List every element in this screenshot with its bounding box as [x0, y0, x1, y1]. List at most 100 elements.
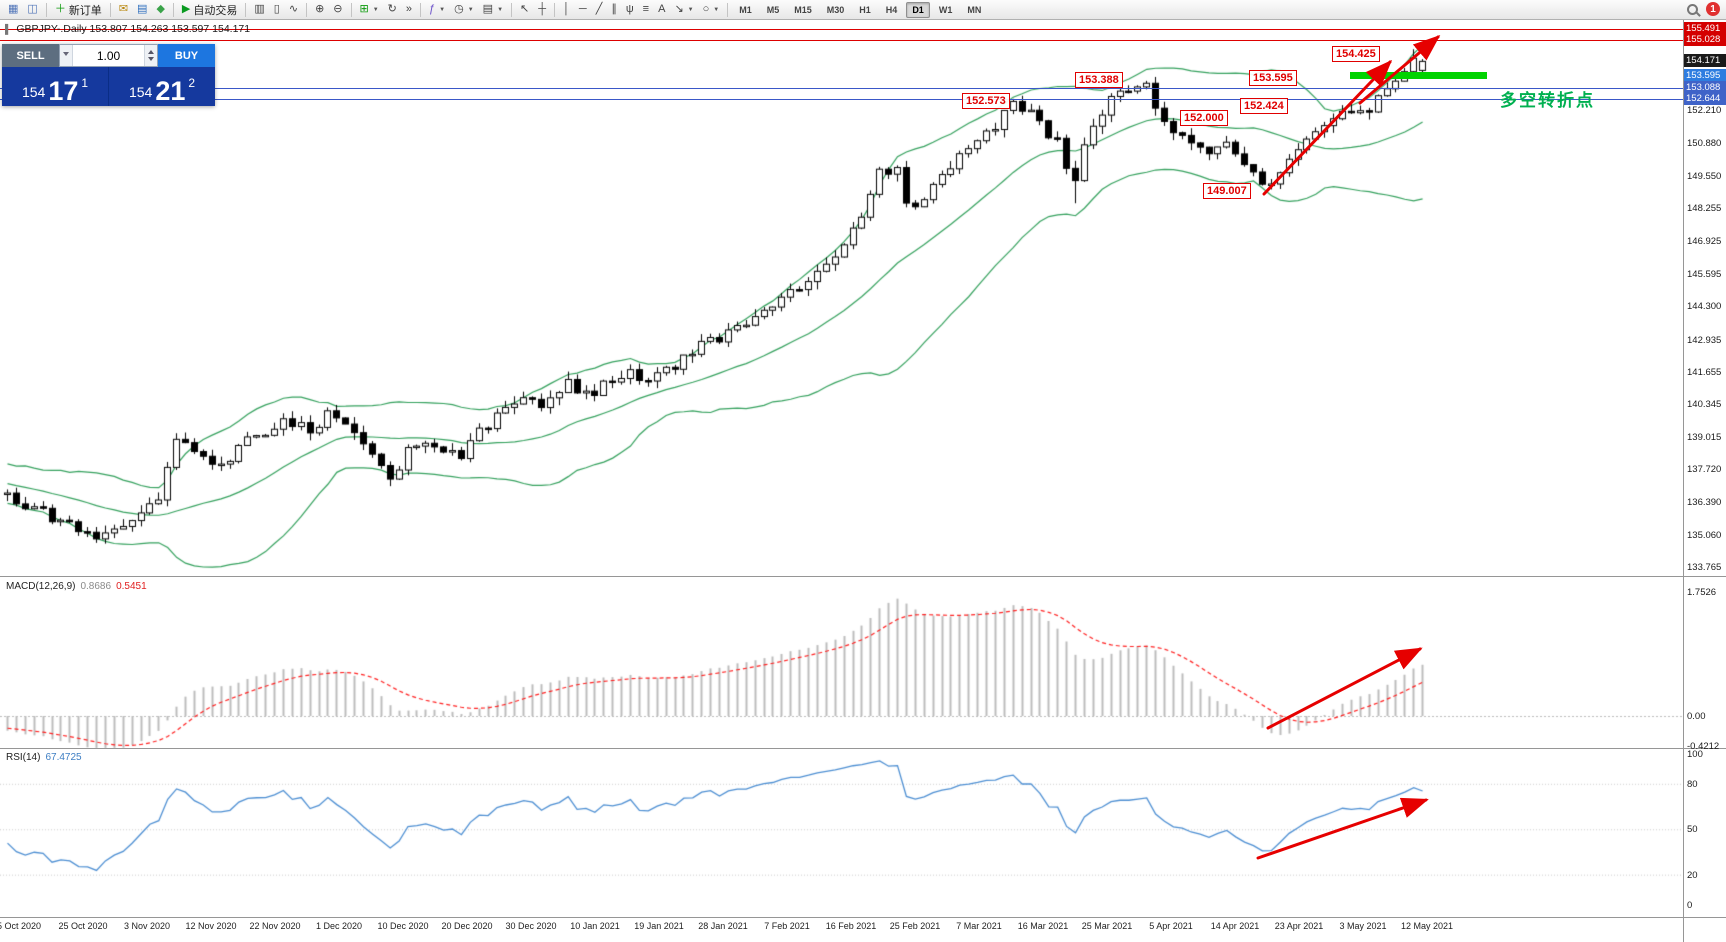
candlestick-chart-button[interactable]: ▯: [270, 1, 284, 18]
buy-button[interactable]: BUY: [158, 44, 215, 67]
price-callout[interactable]: 149.007: [1203, 183, 1251, 199]
toolbar-separator: [245, 2, 247, 17]
timeframe-m30-button[interactable]: M30: [826, 4, 845, 15]
chevron-down-icon: ▼: [372, 6, 379, 13]
price-callout[interactable]: 153.388: [1075, 72, 1123, 88]
rsi-name: RSI(14): [6, 752, 41, 763]
chart-shift-button[interactable]: »: [402, 1, 416, 18]
timeframe-h1-button[interactable]: H1: [859, 4, 871, 15]
zoom-out-button[interactable]: ⊖: [329, 1, 346, 18]
trend-arrow[interactable]: [1256, 797, 1429, 860]
volume-dropdown-icon[interactable]: [60, 45, 73, 66]
toolbar-separator: [511, 2, 513, 17]
scripts-icon: ◆: [156, 3, 165, 15]
toolbar-separator: [306, 2, 308, 17]
macd-label: MACD(12,26,9) 0.8686 0.5451: [6, 581, 147, 592]
shapes-button[interactable]: ○ ▼: [699, 1, 724, 18]
auto-trading-icon: ▶: [181, 3, 191, 15]
horizontal-line-button[interactable]: ─: [575, 1, 591, 18]
auto-trading-button[interactable]: ▶ 自动交易: [178, 1, 241, 18]
trend-arrow[interactable]: [1262, 59, 1393, 196]
macd-rsi-divider[interactable]: [0, 748, 1726, 749]
timeframe-mn-button[interactable]: MN: [967, 4, 982, 15]
crosshair-button[interactable]: ┼: [534, 1, 550, 18]
timeframe-m1-button[interactable]: M1: [739, 4, 752, 15]
templates-button[interactable]: ▤ ▼: [479, 1, 507, 18]
volume-value[interactable]: 1.00: [96, 48, 121, 63]
trend-arrow[interactable]: [1266, 647, 1423, 730]
date-label: 25 Oct 2020: [58, 921, 108, 931]
vertical-line-button[interactable]: │: [559, 1, 574, 18]
buy-price-big-figure: 154: [128, 84, 153, 100]
bar-chart-button[interactable]: ▥: [250, 1, 268, 18]
buy-price-point: 2: [188, 76, 196, 90]
economic-calendar-button[interactable]: ▤: [133, 1, 151, 18]
mailbox-icon: ✉: [118, 3, 129, 15]
macd-axis-tick: 0.00: [1687, 711, 1706, 722]
periods-button[interactable]: ◷ ▼: [450, 1, 478, 18]
auto-scroll-button[interactable]: ↻: [384, 1, 401, 18]
scripts-button[interactable]: ◆: [152, 1, 168, 18]
timeframe-m5-button[interactable]: M5: [766, 4, 780, 15]
price-callout[interactable]: 152.573: [962, 93, 1010, 109]
line-chart-button[interactable]: ∿: [285, 1, 302, 18]
chart-canvas[interactable]: [0, 0, 1683, 918]
price-tick: 135.060: [1687, 530, 1722, 542]
channel-button[interactable]: ∥: [607, 1, 621, 18]
date-label: 10 Dec 2020: [377, 921, 429, 931]
charts-grid-button[interactable]: ▦: [4, 1, 22, 18]
price-callout[interactable]: 153.595: [1249, 70, 1297, 86]
mailbox-button[interactable]: ✉: [115, 1, 132, 18]
date-label: 23 Apr 2021: [1274, 921, 1324, 931]
support-zone-bar[interactable]: [1350, 72, 1487, 80]
price-tick: 149.550: [1687, 170, 1722, 182]
timeframe-m15-button[interactable]: M15: [794, 4, 812, 15]
indicators-icon: ƒ: [429, 3, 436, 15]
toolbar-separator: [727, 2, 729, 17]
zoom-in-button[interactable]: ⊕: [311, 1, 328, 18]
sell-button[interactable]: SELL: [2, 44, 59, 67]
turning-point-note: 多空转折点: [1500, 91, 1595, 110]
chevron-down-icon: ▼: [439, 6, 446, 13]
text-button[interactable]: A: [654, 1, 669, 18]
sell-price-pips: 17: [48, 75, 79, 106]
arrows-button[interactable]: ↘ ▼: [670, 1, 697, 18]
new-chart-button[interactable]: ⊞ ▼: [356, 1, 383, 18]
chevron-down-icon: ▼: [467, 6, 474, 13]
indicators-button[interactable]: ƒ ▼: [425, 1, 449, 18]
sell-price-big-figure: 154: [21, 84, 46, 100]
date-label: 12 May 2021: [1400, 921, 1454, 931]
volume-down-icon[interactable]: [145, 55, 157, 66]
toolbar-right-cluster: 1: [1687, 2, 1720, 16]
trendline-button[interactable]: ╱: [592, 1, 607, 18]
cursor-button[interactable]: ↖: [516, 1, 533, 18]
main-macd-divider[interactable]: [0, 576, 1726, 577]
timeframe-h4-button[interactable]: H4: [885, 4, 898, 15]
search-icon[interactable]: [1687, 3, 1698, 15]
price-callout[interactable]: 152.000: [1180, 110, 1228, 126]
pitchfork-button[interactable]: ψ: [622, 1, 638, 18]
templates-icon: ▤: [482, 3, 494, 15]
timeframe-d1-button[interactable]: D1: [906, 1, 930, 18]
new-order-button-label: 新订单: [68, 4, 102, 17]
buy-price-panel[interactable]: 154 21 2: [109, 67, 215, 106]
volume-up-icon[interactable]: [145, 45, 157, 56]
volume-field[interactable]: 1.00: [59, 44, 158, 67]
sell-price-panel[interactable]: 154 17 1: [2, 67, 109, 106]
new-order-button[interactable]: ＋新订单: [51, 1, 106, 18]
toolbar-group: ▶ 自动交易: [178, 1, 241, 18]
trend-arrow[interactable]: [1358, 35, 1441, 105]
timeframe-w1-button[interactable]: W1: [938, 4, 953, 15]
fibonacci-button[interactable]: ≡: [639, 1, 653, 18]
date-label: 3 May 2021: [1339, 921, 1387, 931]
notification-badge[interactable]: 1: [1706, 2, 1720, 16]
toolbar: ▦ ◫ ＋新订单 ✉ ▤ ◆ ▶ 自动交易 ▥ ▯ ∿ ⊕ ⊖ ⊞ ▼ ↻» ƒ ▼ ◷ ▼ ▤ ▼ ↖ ┼ │ ─ ╱ ∥ ψ ≡ A ↘ ▼…: [0, 0, 1726, 20]
price-tick: 141.655: [1687, 366, 1722, 378]
charts-grid-icon: ▦: [8, 3, 19, 15]
date-label: 14 Apr 2021: [1210, 921, 1260, 931]
price-tick: 148.255: [1687, 203, 1722, 215]
symbol-ohlc-line: ▌ GBPJPY-.Daily 153.807 154.263 153.597 …: [5, 23, 250, 35]
profiles-button[interactable]: ◫: [23, 1, 41, 18]
price-callout[interactable]: 152.424: [1240, 98, 1288, 114]
price-callout[interactable]: 154.425: [1332, 46, 1380, 62]
